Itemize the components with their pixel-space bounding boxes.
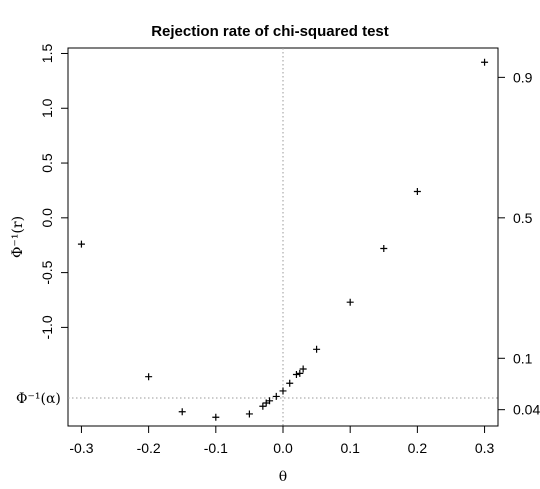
- alpha-reference-label: Φ⁻¹(α): [16, 391, 61, 407]
- data-point: [77, 240, 85, 248]
- x-tick-label: -0.2: [137, 440, 161, 456]
- x-tick-label: -0.3: [69, 440, 93, 456]
- right-tick-label: 0.9: [513, 69, 533, 85]
- y-tick-label: 1.0: [39, 98, 55, 118]
- data-points: [77, 58, 489, 421]
- y-tick-label: 0.5: [39, 153, 55, 173]
- x-axis-label: θ: [279, 469, 287, 485]
- x-tick-label: 0.2: [408, 440, 428, 456]
- y-axis-right: 0.04 0.1 0.5 0.9: [497, 69, 540, 418]
- data-point: [413, 188, 421, 196]
- data-point: [272, 392, 280, 400]
- y-axis-label: Φ⁻¹(r): [10, 216, 26, 258]
- data-point: [245, 410, 253, 418]
- data-point: [346, 298, 354, 306]
- data-point: [380, 245, 388, 253]
- data-point: [286, 379, 294, 387]
- data-point: [299, 365, 307, 373]
- right-tick-label: 0.1: [513, 350, 533, 366]
- y-tick-label: -1.0: [39, 315, 55, 339]
- chart-title: Rejection rate of chi-squared test: [151, 23, 389, 40]
- x-tick-label: 0.3: [475, 440, 495, 456]
- data-point: [292, 371, 300, 379]
- right-tick-label: 0.5: [513, 210, 533, 226]
- x-axis: -0.3 -0.2 -0.1 0.0 0.1 0.2 0.3: [69, 425, 495, 456]
- y-tick-label: 1.5: [39, 44, 55, 64]
- x-tick-label: 0.0: [273, 440, 293, 456]
- right-tick-label: 0.04: [513, 402, 540, 418]
- y-tick-label: -0.5: [39, 260, 55, 284]
- data-point: [259, 402, 267, 410]
- x-tick-label: -0.1: [204, 440, 228, 456]
- data-point: [266, 397, 274, 405]
- data-point: [145, 373, 153, 381]
- data-point: [178, 408, 186, 416]
- data-point: [481, 58, 489, 66]
- reference-lines: Φ⁻¹(α): [16, 48, 498, 426]
- y-tick-label: 0.0: [39, 208, 55, 228]
- y-axis-left: -1.0 -0.5 0.0 0.5 1.0 1.5: [39, 44, 69, 339]
- x-tick-label: 0.1: [340, 440, 360, 456]
- data-point: [212, 413, 220, 421]
- data-point: [313, 345, 321, 353]
- data-point: [279, 387, 287, 395]
- data-point: [296, 369, 304, 377]
